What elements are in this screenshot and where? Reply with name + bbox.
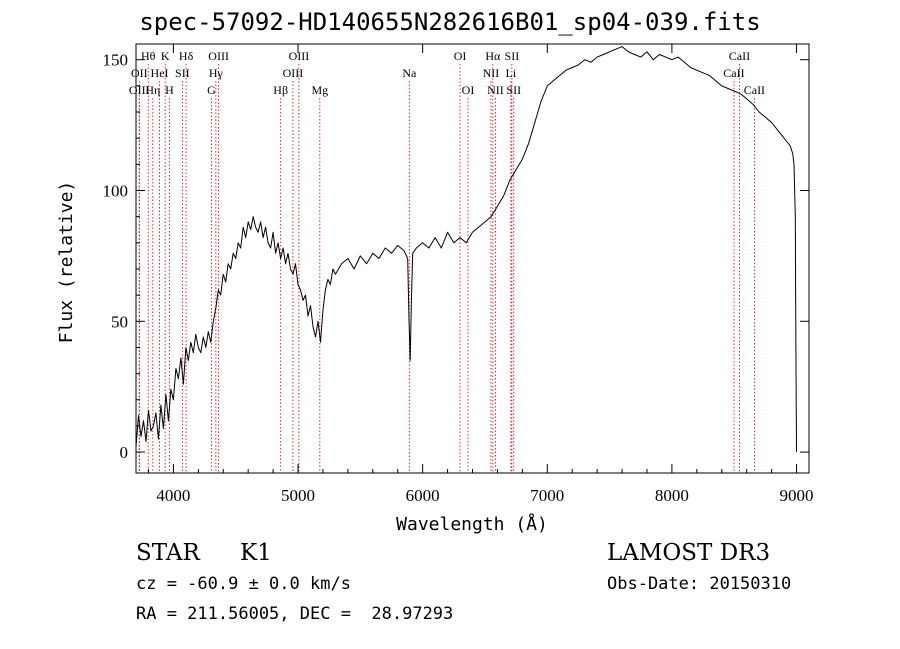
spectral-line-label: CaII [744, 83, 765, 97]
spectrum-series-line [135, 46, 797, 453]
spectral-line-label: NII [483, 66, 500, 80]
x-tick-label: 7000 [530, 486, 564, 505]
spectral-line-label: Hδ [179, 49, 194, 63]
spectral-line-label: Li [506, 66, 517, 80]
x-tick-label: 8000 [655, 486, 689, 505]
spectral-line-label: K [161, 49, 170, 63]
spectral-line-label: H [165, 83, 174, 97]
spectral-line-label: Na [402, 66, 417, 80]
spectral-line-label: OI [462, 83, 475, 97]
ra-dec-coordinates: RA = 211.56005, DEC = 28.97293 [136, 604, 454, 624]
spectral-line-label: Hθ [141, 49, 156, 63]
object-class: STAR [136, 540, 200, 566]
y-tick-label: 0 [120, 443, 129, 462]
spectral-line-label: SII [506, 83, 521, 97]
spectral-line-label: Mg [311, 83, 328, 97]
spectral-line-label: OI [454, 49, 467, 63]
chart-title: spec-57092-HD140655N282616B01_sp04-039.f… [139, 8, 761, 36]
spectral-line-label: CaII [729, 49, 750, 63]
x-tick-label: 9000 [780, 486, 814, 505]
spectral-line-label: CaII [723, 66, 744, 80]
spectral-line-label: OIII [283, 66, 304, 80]
plot-frame [135, 43, 810, 474]
spectral-line-label: SII [505, 49, 520, 63]
spectral-line-label: OIII [208, 49, 229, 63]
x-tick-label: 6000 [406, 486, 440, 505]
spectral-line-label: Hγ [209, 66, 224, 80]
spectral-line-label: G [207, 83, 216, 97]
spectral-line-label: OIII [129, 83, 150, 97]
survey-name: LAMOST DR3 [607, 540, 771, 566]
spectral-line-label: Hα [485, 49, 501, 63]
spectral-line-label: OIII [289, 49, 310, 63]
x-axis-label: Wavelength (Å) [396, 513, 548, 535]
y-axis-label: Flux (relative) [56, 181, 77, 344]
x-tick-label: 5000 [281, 486, 315, 505]
obs-date: Obs-Date: 20150310 [607, 574, 792, 594]
spectral-line-label: Hη [145, 83, 160, 97]
spectral-line-label: OII [131, 66, 148, 80]
x-tick-label: 4000 [156, 486, 190, 505]
spectral-line-label: NII [487, 83, 504, 97]
y-tick-label: 50 [111, 312, 128, 331]
spectral-line-label: Hβ [273, 83, 288, 97]
spectral-line-label: HeI [151, 66, 169, 80]
y-tick-label: 100 [103, 181, 129, 200]
spectral-subclass: K1 [240, 540, 272, 566]
redshift-cz: cz = -60.9 ± 0.0 km/s [136, 574, 351, 594]
spectral-line-label: SII [175, 66, 190, 80]
y-tick-label: 150 [103, 51, 129, 70]
